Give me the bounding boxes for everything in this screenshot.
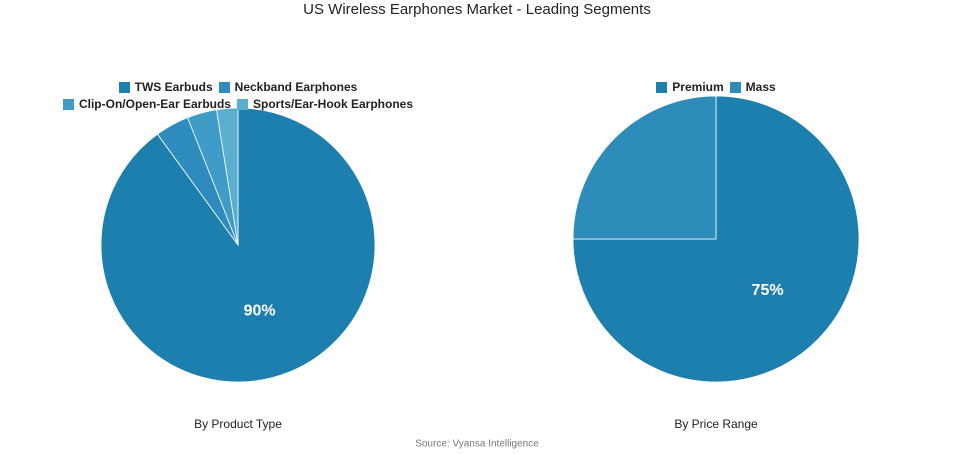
chart-subtitle: By Product Type xyxy=(194,417,282,431)
legend-swatch xyxy=(729,81,741,93)
legend-label: TWS Earbuds xyxy=(134,80,213,94)
legend: TWS Earbuds Neckband Earphones Clip-On/Ope… xyxy=(38,80,438,111)
pie-slice xyxy=(572,95,717,240)
legend-label: Mass xyxy=(745,80,776,94)
legend-item: Sports/Ear-Hook Earphones xyxy=(236,97,414,111)
chart-subtitle: By Price Range xyxy=(674,417,758,431)
legend-item: Neckband Earphones xyxy=(218,80,358,94)
legend: Premium Mass xyxy=(566,80,866,94)
legend-swatch xyxy=(118,81,130,93)
legend-item: TWS Earbuds xyxy=(118,80,213,94)
legend-swatch xyxy=(218,81,230,93)
pie-slice xyxy=(572,95,860,383)
legend-label: Sports/Ear-Hook Earphones xyxy=(252,97,414,111)
legend-item: Clip-On/Open-Ear Earbuds xyxy=(62,97,231,111)
legend-label: Neckband Earphones xyxy=(234,80,358,94)
page-title: US Wireless Earphones Market - Leading S… xyxy=(303,1,651,18)
legend-swatch xyxy=(62,98,74,110)
legend-item: Premium xyxy=(656,80,724,94)
legend-label: Premium xyxy=(672,80,724,94)
legend-item: Mass xyxy=(729,80,776,94)
legend-label: Clip-On/Open-Ear Earbuds xyxy=(78,97,231,111)
value-label: 90% xyxy=(244,303,276,320)
legend-swatch xyxy=(236,98,248,110)
value-label: 75% xyxy=(752,282,784,299)
source: Source: Vyansa Intelligence xyxy=(415,439,539,450)
legend-swatch xyxy=(656,81,668,93)
